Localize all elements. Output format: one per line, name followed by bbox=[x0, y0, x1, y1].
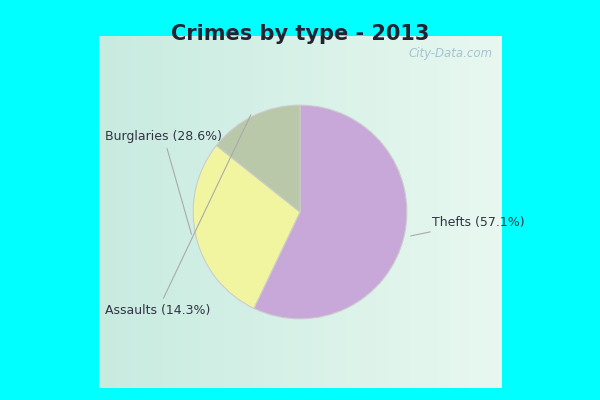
Wedge shape bbox=[193, 146, 300, 308]
Wedge shape bbox=[254, 105, 407, 319]
Text: City-Data.com: City-Data.com bbox=[409, 46, 493, 60]
Text: Burglaries (28.6%): Burglaries (28.6%) bbox=[105, 130, 222, 234]
Text: Crimes by type - 2013: Crimes by type - 2013 bbox=[171, 24, 429, 44]
Text: Assaults (14.3%): Assaults (14.3%) bbox=[105, 115, 251, 316]
Text: Thefts (57.1%): Thefts (57.1%) bbox=[410, 216, 524, 236]
Wedge shape bbox=[217, 105, 300, 212]
